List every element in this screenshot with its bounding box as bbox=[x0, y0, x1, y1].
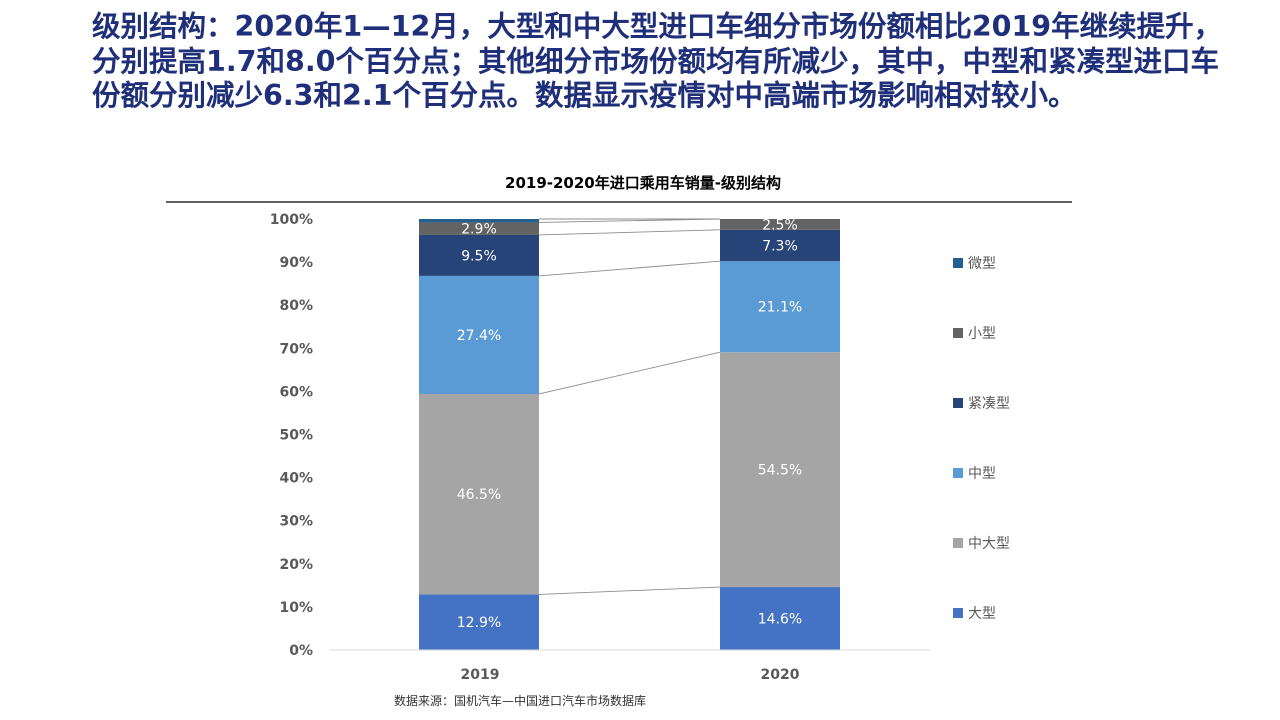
legend-label: 小型 bbox=[968, 326, 996, 342]
y-tick-label: 20% bbox=[279, 557, 313, 573]
data-label: 12.9% bbox=[457, 615, 501, 631]
x-tick-label: 2020 bbox=[761, 667, 800, 683]
legend-label: 中大型 bbox=[968, 536, 1010, 552]
y-tick-label: 10% bbox=[279, 600, 313, 616]
y-tick-label: 80% bbox=[279, 298, 313, 314]
y-tick-label: 100% bbox=[270, 212, 313, 228]
chart-title: 2019-2020年进口乘用车销量-级别结构 bbox=[505, 174, 781, 192]
legend-swatch bbox=[953, 398, 963, 408]
bar-segment bbox=[720, 587, 840, 650]
y-axis: 0% 10% 20% 30% 40% 50% 60% 70% 80% 90% 100% bbox=[270, 212, 313, 659]
bar-segment bbox=[720, 352, 840, 588]
legend-swatch bbox=[953, 258, 963, 268]
legend-label: 紧凑型 bbox=[968, 395, 1010, 412]
series-connector bbox=[538, 260, 721, 277]
data-labels: 12.9% 14.6% 46.5% 54.5% 27.4% 21.1% 9.5% 7.3% 2.… bbox=[457, 217, 802, 631]
legend-label: 微型 bbox=[968, 256, 996, 272]
bars bbox=[419, 219, 840, 650]
bar-segment bbox=[419, 234, 539, 276]
y-tick-label: 0% bbox=[289, 643, 313, 659]
data-source-note: 数据来源：国机汽车—中国进口汽车市场数据库 bbox=[394, 694, 647, 708]
legend-swatch bbox=[953, 468, 963, 478]
data-label: 21.1% bbox=[758, 300, 802, 316]
bar-segment bbox=[419, 393, 539, 595]
connector-lines bbox=[538, 218, 721, 595]
y-tick-label: 30% bbox=[279, 514, 313, 530]
bar-segment bbox=[419, 275, 539, 394]
y-tick-label: 90% bbox=[279, 255, 313, 271]
y-tick-label: 40% bbox=[279, 471, 313, 487]
series-connector bbox=[538, 351, 721, 395]
x-axis: 2019 2020 bbox=[330, 649, 930, 683]
bar-segment bbox=[720, 261, 840, 353]
x-tick-label: 2019 bbox=[461, 667, 500, 683]
data-label: 2.9% bbox=[461, 222, 497, 238]
bar-segment bbox=[419, 219, 539, 223]
data-label: 2.5% bbox=[762, 217, 798, 233]
legend-label: 中型 bbox=[968, 466, 996, 482]
legend-swatch bbox=[953, 328, 963, 338]
y-tick-label: 50% bbox=[279, 428, 313, 444]
legend-swatch bbox=[953, 608, 963, 618]
series-connector bbox=[538, 586, 721, 595]
y-tick-label: 60% bbox=[279, 384, 313, 400]
data-label: 14.6% bbox=[758, 612, 802, 628]
page-headline: 级别结构：2020年1—12月，大型和中大型进口车细分市场份额相比2019年继续… bbox=[92, 10, 1223, 112]
series-connector bbox=[538, 218, 721, 223]
data-label: 9.5% bbox=[461, 248, 497, 264]
bar-segment bbox=[720, 229, 840, 262]
data-label: 7.3% bbox=[762, 239, 798, 255]
data-label: 46.5% bbox=[457, 487, 501, 503]
data-label: 27.4% bbox=[457, 328, 501, 344]
legend-label: 大型 bbox=[968, 606, 996, 622]
legend-swatch bbox=[953, 538, 963, 548]
bar-segment bbox=[419, 222, 539, 235]
bar-segment bbox=[720, 219, 840, 230]
series-connector bbox=[538, 229, 721, 236]
y-tick-label: 70% bbox=[279, 341, 313, 357]
data-label: 54.5% bbox=[758, 463, 802, 479]
bar-segment bbox=[419, 594, 539, 650]
